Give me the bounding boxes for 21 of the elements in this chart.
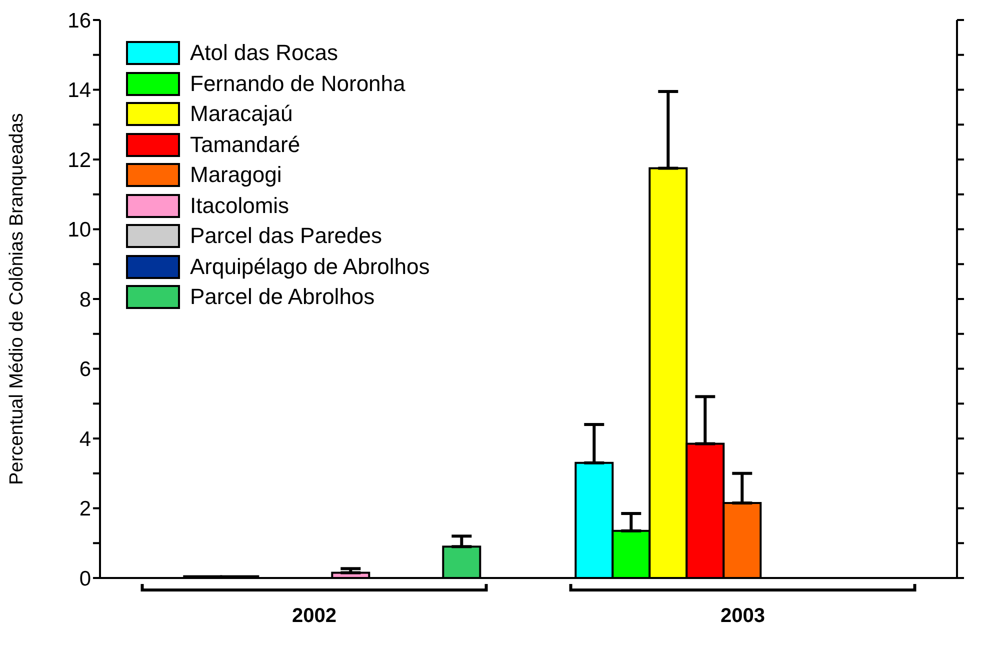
y-tick-label: 4 <box>79 428 92 451</box>
legend-label: Itacolomis <box>190 192 290 219</box>
legend-label: Maragogi <box>190 162 282 188</box>
y-tick-label: 8 <box>79 288 91 312</box>
x-tick-label: 2002 <box>292 605 336 627</box>
y-tick-label: 10 <box>68 218 91 242</box>
legend-label: Maracajaú <box>190 101 293 128</box>
y-tick-label: 12 <box>68 148 91 172</box>
legend-label: Arquipélago de Abrolhos <box>190 254 430 280</box>
y-tick-label: 16 <box>68 9 91 32</box>
y-axis-title: Percentual Médio de Colônias Branqueadas <box>6 113 28 485</box>
y-tick-label: 0 <box>79 567 91 590</box>
y-tick-label: 2 <box>79 498 91 521</box>
legend-label: Parcel das Paredes <box>190 223 382 250</box>
y-tick-label: 6 <box>79 358 91 382</box>
x-tick-label: 2003 <box>720 605 765 627</box>
legend-label: Fernando de Noronha <box>190 70 406 97</box>
legend-label: Parcel de Abrolhos <box>190 284 375 310</box>
y-tick-label: 14 <box>68 79 92 102</box>
legend-label: Tamandaré <box>190 132 300 158</box>
legend-label: Atol das Rocas <box>190 40 338 66</box>
